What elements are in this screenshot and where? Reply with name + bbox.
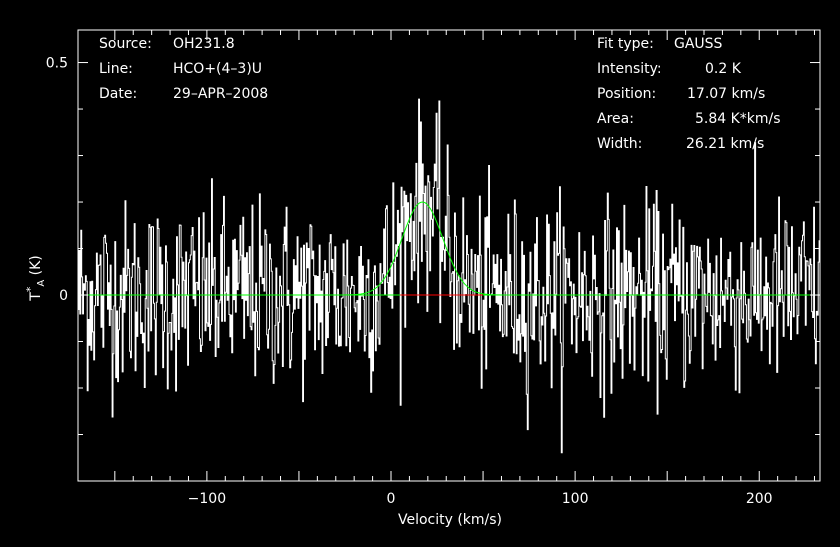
x-tick-label: 200: [746, 491, 773, 507]
date-label: Date:: [99, 86, 138, 102]
gaussian-fit-curve: [277, 201, 567, 296]
intensity-label: Intensity:: [597, 61, 662, 77]
spectrum-series: [78, 98, 820, 454]
fit-type-value: GAUSS: [674, 36, 723, 52]
x-tick-label: 100: [562, 491, 589, 507]
fit-series: [78, 201, 820, 296]
source-value: OH231.8: [173, 36, 235, 52]
spectrum-line: [78, 98, 820, 454]
intensity-row: Intensity: 0.2 K: [597, 61, 741, 77]
x-tick-label: −100: [188, 491, 226, 507]
fit-type-label: Fit type:: [597, 36, 654, 52]
plot-frame: [77, 29, 821, 482]
source-row: Source: OH231.8: [99, 36, 235, 52]
source-label: Source:: [99, 36, 152, 52]
position-value: 17.07 km/s: [687, 86, 766, 102]
date-value: 29–APR–2008: [173, 86, 269, 102]
position-row: Position: 17.07 km/s: [597, 86, 765, 102]
svg-text:T*A (K): T*A (K): [24, 255, 47, 301]
area-label: Area:: [597, 111, 634, 127]
width-row: Width: 26.21 km/s: [597, 136, 764, 152]
y-tick-label: 0.5: [46, 56, 68, 72]
y-axis-label: T*A (K): [24, 255, 47, 301]
axes: [77, 29, 821, 482]
axis-ticks: −100 0 100 200 0.5 0: [46, 30, 820, 507]
line-value: HCO+(4–3)U: [173, 61, 263, 77]
intensity-value: 0.2 K: [705, 61, 741, 77]
area-value: 5.84 K*km/s: [695, 111, 781, 127]
area-row: Area: 5.84 K*km/s: [597, 111, 781, 127]
x-tick-label: 0: [387, 491, 396, 507]
width-value: 26.21 km/s: [686, 136, 765, 152]
width-label: Width:: [597, 136, 643, 152]
line-label: Line:: [99, 61, 133, 77]
fit-type-row: Fit type: GAUSS: [597, 36, 722, 52]
y-tick-label: 0: [59, 288, 68, 304]
line-row: Line: HCO+(4–3)U: [99, 61, 262, 77]
x-axis-label: Velocity (km/s): [398, 512, 502, 528]
date-row: Date: 29–APR–2008: [99, 86, 268, 102]
position-label: Position:: [597, 86, 657, 102]
